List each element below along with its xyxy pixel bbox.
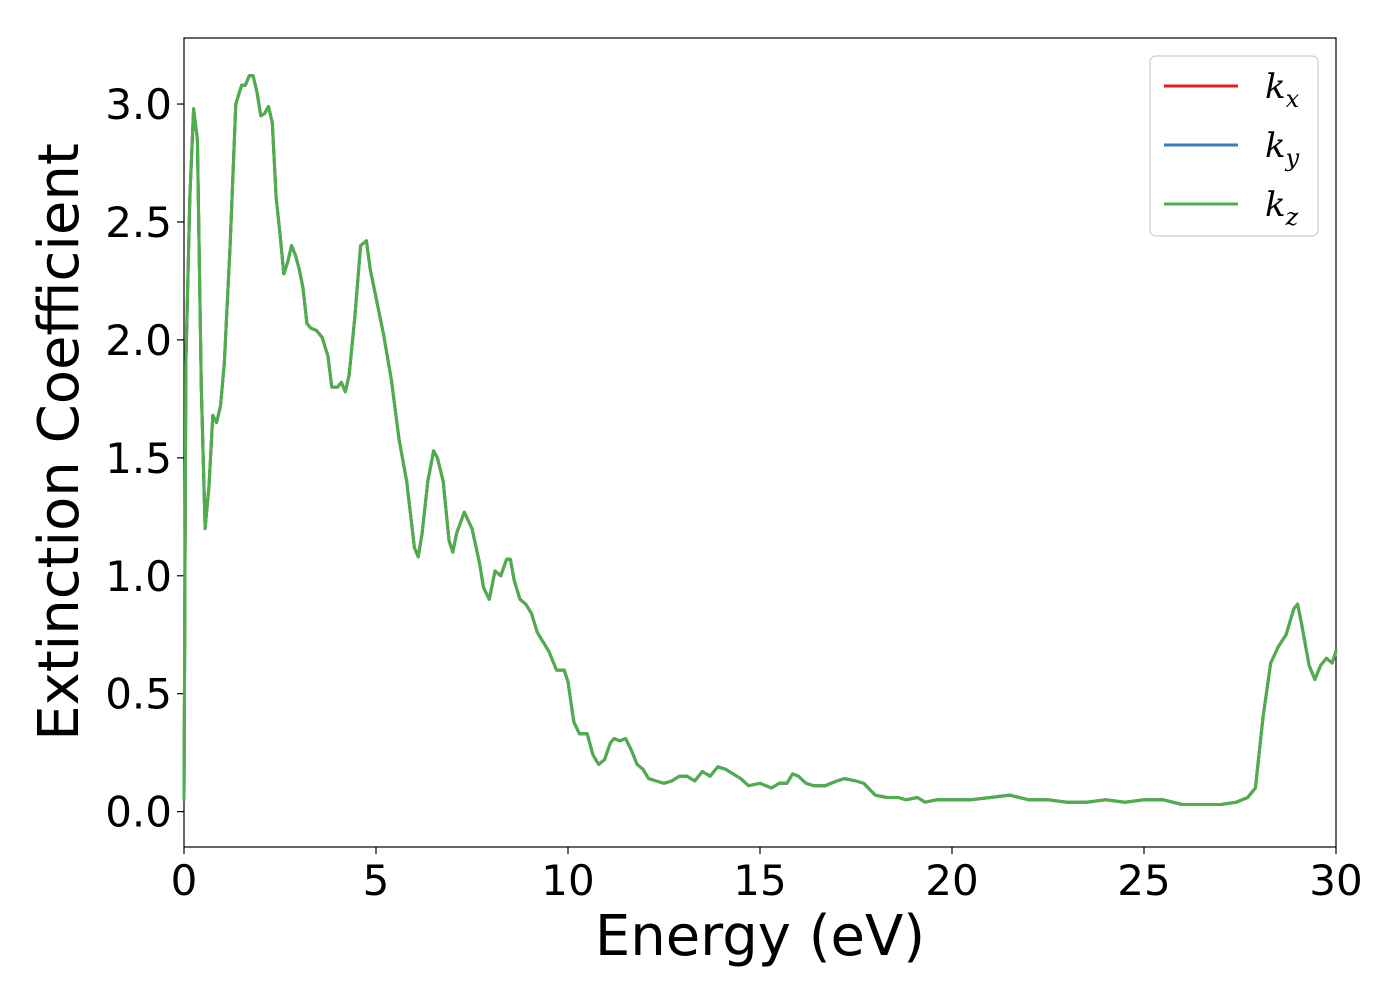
series-line-kz xyxy=(182,74,1338,806)
plot-area xyxy=(183,37,1337,848)
x-tick-label: 5 xyxy=(363,856,390,905)
x-tick-label: 15 xyxy=(733,856,786,905)
y-tick-label: 2.5 xyxy=(105,198,172,247)
y-axis-title: Extinction Coefficient xyxy=(27,143,92,741)
x-tick-label: 0 xyxy=(171,856,198,905)
y-axis-ticks: 0.0 0.5 1.0 1.5 2.0 2.5 3.0 xyxy=(105,80,184,837)
x-axis-title: Energy (eV) xyxy=(595,904,925,969)
y-tick-label: 3.0 xyxy=(105,80,172,129)
y-tick-label: 1.5 xyxy=(105,434,172,483)
y-tick-label: 0.0 xyxy=(105,788,172,837)
x-tick-label: 30 xyxy=(1309,856,1362,905)
x-axis-ticks: 0 5 10 15 20 25 30 xyxy=(171,847,1363,905)
y-tick-label: 1.0 xyxy=(105,552,172,601)
x-tick-label: 25 xyxy=(1117,856,1170,905)
y-tick-label: 0.5 xyxy=(105,670,172,719)
x-tick-label: 20 xyxy=(925,856,978,905)
y-tick-label: 2.0 xyxy=(105,316,172,365)
series-lines xyxy=(182,74,1338,806)
x-tick-label: 10 xyxy=(541,856,594,905)
